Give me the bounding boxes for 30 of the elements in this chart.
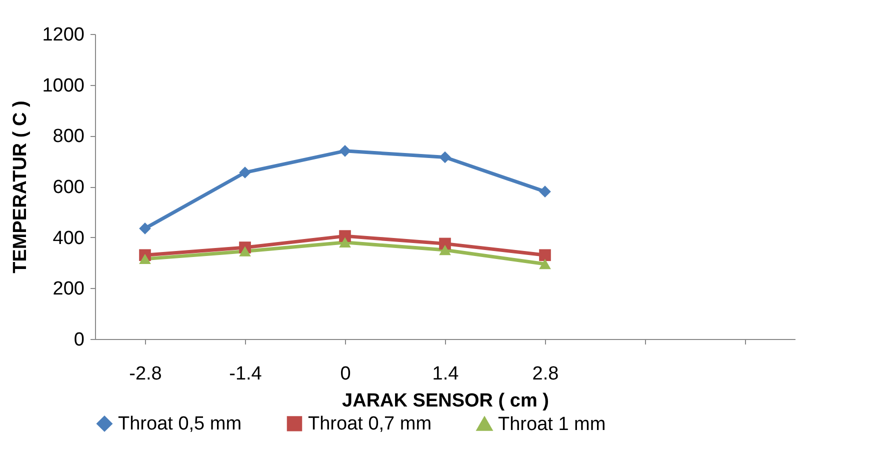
y-tick-label: 400 (52, 228, 84, 249)
x-tick-label: -2.8 (129, 364, 162, 384)
x-axis-title: JARAK SENSOR ( cm ) (342, 390, 549, 412)
x-tick-label: 1.4 (432, 364, 460, 384)
point (439, 244, 451, 256)
point (539, 186, 551, 198)
point (539, 258, 551, 270)
x-tick-label: 0 (340, 364, 351, 384)
point (439, 151, 451, 164)
x-tick-label: 2.8 (532, 364, 559, 384)
point (339, 237, 351, 248)
y-tick-label: 0 (74, 330, 84, 350)
y-axis-title: TEMPERATUR ( C ) (10, 100, 32, 274)
y-tick-label: 1200 (42, 24, 84, 46)
legend-label: Throat 0,5 mm (118, 414, 242, 435)
y-tick-label: 200 (52, 278, 84, 300)
y-tick-label: 600 (52, 177, 84, 198)
legend-label: Throat 1 mm (498, 414, 606, 436)
point (239, 246, 251, 256)
point (139, 254, 151, 264)
legend-label: Throat 0,7 mm (308, 414, 432, 435)
y-tick-label: 800 (52, 126, 84, 148)
point (439, 238, 451, 250)
point (339, 145, 351, 157)
point (239, 166, 251, 178)
point (139, 222, 151, 234)
x-tick-label: -1.4 (229, 364, 262, 384)
point (539, 249, 551, 262)
y-tick-label: 1000 (42, 75, 84, 96)
point (339, 230, 351, 242)
